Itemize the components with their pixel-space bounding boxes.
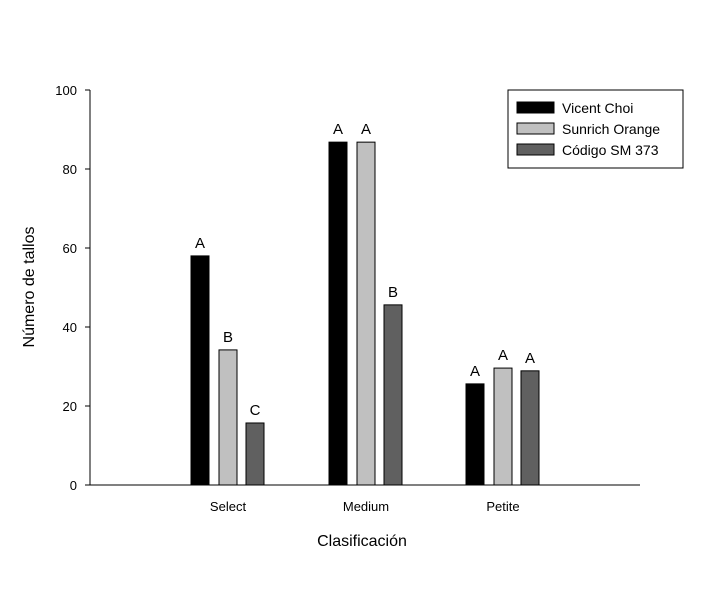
- legend-swatch: [516, 101, 555, 114]
- y-tick-label: 20: [63, 399, 77, 414]
- bar: [190, 255, 210, 486]
- y-tick-label: 40: [63, 320, 77, 335]
- significance-label: A: [470, 363, 480, 380]
- significance-label: A: [333, 121, 343, 138]
- significance-label: A: [361, 121, 371, 138]
- legend-swatch: [516, 143, 555, 156]
- legend: Vicent Choi Sunrich Orange Código SM 373: [507, 89, 684, 169]
- bar: [493, 367, 513, 486]
- bar: [356, 141, 376, 486]
- bar: [465, 383, 485, 486]
- x-tick-label: Petite: [486, 499, 519, 514]
- bar: [218, 349, 238, 486]
- y-axis-label: Número de tallos: [21, 227, 38, 348]
- y-tick-label: 100: [55, 83, 77, 98]
- x-tick-label: Medium: [343, 499, 389, 514]
- significance-label: A: [498, 347, 508, 364]
- bar: [520, 370, 540, 486]
- y-tick-label: 60: [63, 241, 77, 256]
- bar: [245, 422, 265, 486]
- bar: [328, 141, 348, 486]
- significance-label: A: [195, 235, 205, 252]
- significance-label: C: [250, 402, 261, 419]
- x-axis-label: Clasificación: [317, 533, 407, 550]
- significance-label: B: [223, 329, 233, 346]
- y-tick-label: 0: [70, 478, 77, 493]
- significance-label: A: [525, 350, 535, 367]
- legend-label: Vicent Choi: [562, 100, 633, 116]
- bar: [383, 304, 403, 486]
- legend-label: Sunrich Orange: [562, 121, 660, 137]
- legend-swatch: [516, 122, 555, 135]
- significance-label: B: [388, 284, 398, 301]
- y-tick-label: 80: [63, 162, 77, 177]
- legend-label: Código SM 373: [562, 142, 659, 158]
- x-tick-label: Select: [210, 499, 247, 514]
